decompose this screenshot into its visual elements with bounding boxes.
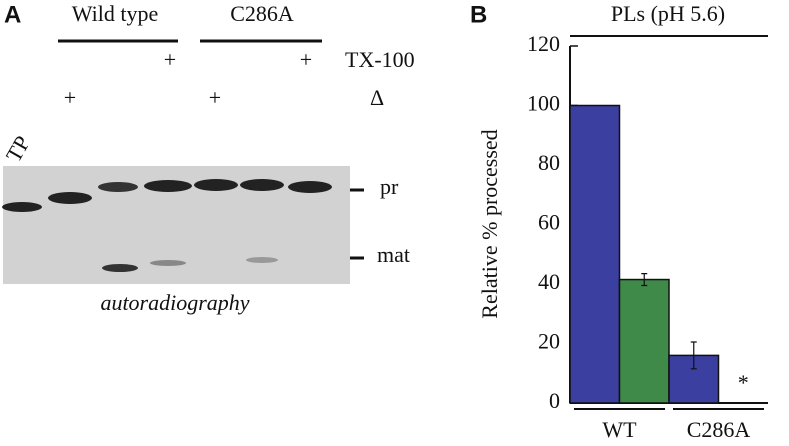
y-tick-label: 120 bbox=[527, 31, 560, 56]
bar bbox=[618, 278, 670, 404]
lane-label: TP bbox=[1, 131, 35, 166]
y-tick-label: 100 bbox=[527, 91, 560, 116]
panel-label: B bbox=[470, 1, 487, 28]
gel bbox=[2, 166, 350, 284]
caption: autoradiography bbox=[100, 290, 249, 315]
error-bar bbox=[641, 272, 648, 287]
band-label: pr bbox=[380, 174, 399, 199]
chart-title: PLs (pH 5.6) bbox=[611, 1, 725, 26]
y-tick-label: 60 bbox=[538, 210, 560, 235]
annotation: * bbox=[738, 370, 749, 395]
y-tick-label: 40 bbox=[538, 269, 560, 294]
y-axis-label: Relative % processed bbox=[477, 129, 502, 318]
y-tick-label: 80 bbox=[538, 150, 560, 175]
x-tick-label: C286A bbox=[687, 417, 751, 442]
plus: + bbox=[64, 85, 76, 110]
y-tick-label: 20 bbox=[538, 329, 560, 354]
row-label: Δ bbox=[370, 85, 384, 110]
error-bar bbox=[690, 341, 697, 370]
band-label: mat bbox=[377, 242, 410, 267]
y-tick-label: 0 bbox=[549, 388, 560, 413]
plus: + bbox=[164, 47, 176, 72]
bar bbox=[569, 104, 621, 404]
plus: + bbox=[209, 85, 221, 110]
group-label: C286A bbox=[230, 1, 294, 26]
plus: + bbox=[300, 47, 312, 72]
x-tick-label: WT bbox=[602, 417, 637, 442]
row-label: TX-100 bbox=[345, 47, 415, 72]
panel-label: A bbox=[4, 1, 21, 28]
group-label: Wild type bbox=[72, 1, 159, 26]
